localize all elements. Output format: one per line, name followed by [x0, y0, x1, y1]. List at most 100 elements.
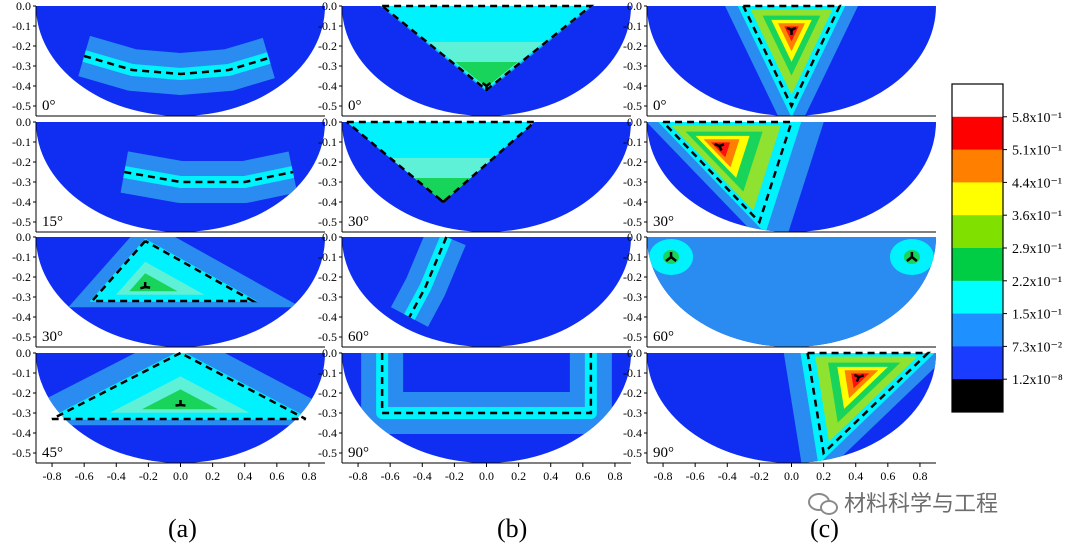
colorbar-label: 4.4x10⁻¹ [1012, 176, 1062, 191]
y-tick-label: -0.4 [623, 79, 642, 93]
y-tick-label: -0.3 [12, 290, 31, 304]
y-tick-label: -0.3 [318, 175, 337, 189]
x-tick-label: -0.6 [381, 469, 400, 483]
y-tick-label: -0.5 [623, 99, 642, 113]
angle-label: 30° [653, 214, 674, 230]
colorbar-swatch [952, 84, 1003, 118]
angle-label: 45° [42, 445, 63, 461]
colorbar-label: 2.9x10⁻¹ [1012, 242, 1062, 257]
y-tick-label: -0.1 [12, 366, 31, 380]
y-tick-label: 0.0 [16, 115, 31, 129]
y-tick-label: -0.3 [623, 290, 642, 304]
x-tick-label: 0.8 [912, 469, 927, 483]
y-tick-label: -0.2 [623, 155, 642, 169]
panel-b-3: 0.0 -0.1 -0.2 -0.3 -0.4 -0.5 -0.8 -0.6 -0.4 -0.2 0… [318, 346, 631, 483]
y-tick-label: -0.3 [318, 406, 337, 420]
y-tick-label: -0.4 [623, 310, 642, 324]
y-tick-label: -0.4 [318, 195, 337, 209]
y-tick-label: -0.4 [318, 310, 337, 324]
x-tick-label: 0.4 [237, 469, 252, 483]
x-tick-label: 0.0 [479, 469, 494, 483]
colorbar-swatch [952, 280, 1003, 315]
y-tick-label: -0.5 [318, 330, 337, 344]
angle-label: 60° [653, 329, 674, 345]
y-tick-label: -0.4 [623, 426, 642, 440]
colorbar-label: 1.5x10⁻¹ [1012, 308, 1062, 323]
colorbar-label: 5.1x10⁻¹ [1012, 144, 1062, 159]
y-tick-label: -0.2 [318, 155, 337, 169]
colorbar-swatch [952, 149, 1003, 183]
y-tick-label: -0.5 [12, 99, 31, 113]
y-tick-label: -0.3 [12, 59, 31, 73]
x-tick-label: 0.8 [301, 469, 316, 483]
colorbar-swatch [952, 248, 1003, 282]
x-tick-label: 0.6 [269, 469, 284, 483]
y-tick-label: -0.2 [318, 386, 337, 400]
panel-letter-b: (b) [497, 514, 528, 543]
watermark: 材料科学与工程 [808, 486, 998, 518]
y-tick-label: -0.5 [623, 215, 642, 229]
x-tick-label: -0.6 [686, 469, 705, 483]
x-tick-label: -0.6 [75, 469, 94, 483]
angle-label: 15° [42, 214, 63, 230]
x-tick-label: -0.2 [445, 469, 464, 483]
y-tick-label: -0.1 [623, 366, 642, 380]
x-tick-label: 0.0 [784, 469, 799, 483]
x-tick-label: -0.8 [654, 469, 673, 483]
y-tick-label: -0.1 [318, 19, 337, 33]
y-tick-label: 0.0 [627, 230, 642, 244]
colorbar-swatch [952, 182, 1003, 216]
x-tick-label: -0.4 [413, 469, 432, 483]
y-tick-label: -0.4 [318, 79, 337, 93]
y-tick-label: 0.0 [16, 230, 31, 244]
y-tick-label: 0.0 [16, 0, 31, 13]
y-tick-label: -0.1 [12, 250, 31, 264]
y-tick-label: 0.0 [627, 0, 642, 13]
y-tick-label: 0.0 [322, 230, 337, 244]
panel-a-2: 0.0 -0.1 -0.2 -0.3 -0.4 -0.5 30° [12, 230, 325, 348]
panel-b-1: 0.0 -0.1 -0.2 -0.3 -0.4 -0.5 30° [318, 115, 631, 233]
y-tick-label: -0.2 [623, 270, 642, 284]
x-tick-label: 0.4 [848, 469, 863, 483]
y-tick-label: -0.4 [12, 426, 31, 440]
x-tick-label: 0.8 [607, 469, 622, 483]
y-tick-label: 0.0 [322, 115, 337, 129]
y-tick-label: -0.3 [12, 406, 31, 420]
y-tick-label: -0.5 [12, 330, 31, 344]
domain-fill [342, 237, 631, 347]
y-tick-label: -0.1 [318, 366, 337, 380]
x-tick-label: -0.8 [43, 469, 62, 483]
y-tick-label: -0.4 [318, 426, 337, 440]
y-tick-label: 0.0 [627, 346, 642, 360]
colorbar-swatch [952, 116, 1003, 151]
y-tick-label: -0.2 [623, 386, 642, 400]
y-tick-label: 0.0 [627, 115, 642, 129]
y-tick-label: -0.2 [12, 155, 31, 169]
angle-label: 0° [42, 98, 56, 114]
panel-a-1: 0.0 -0.1 -0.2 -0.3 -0.4 -0.5 15° [12, 115, 325, 233]
angle-label: 30° [42, 329, 63, 345]
y-tick-label: -0.4 [623, 195, 642, 209]
x-tick-label: -0.2 [750, 469, 769, 483]
panel-b-0: 0.0 -0.1 -0.2 -0.3 -0.4 -0.5 0° [318, 0, 631, 117]
panel-a-0: 0.0 -0.1 -0.2 -0.3 -0.4 -0.5 0° [12, 0, 325, 117]
angle-label: 30° [348, 214, 369, 230]
watermark-text: 材料科学与工程 [844, 492, 999, 517]
panels-layer: 0.0 -0.1 -0.2 -0.3 -0.4 -0.5 0° 0.0 -0.1 -0.2 -0.3… [12, 0, 936, 483]
y-tick-label: -0.2 [12, 386, 31, 400]
y-tick-label: -0.3 [623, 175, 642, 189]
angle-label: 0° [348, 98, 362, 114]
panel-letter-c: (c) [810, 514, 839, 543]
y-tick-label: -0.2 [318, 270, 337, 284]
colorbar-swatch [952, 379, 1003, 413]
y-tick-label: -0.4 [12, 79, 31, 93]
colorbar: 5.8x10⁻¹ 5.1x10⁻¹ 4.4x10⁻¹ 3.6x10⁻¹ 2.9x10⁻¹… [951, 83, 1063, 413]
x-tick-label: -0.4 [107, 469, 126, 483]
x-tick-label: 0.2 [816, 469, 831, 483]
colorbar-label: 7.3x10⁻² [1012, 340, 1062, 355]
angle-label: 0° [653, 98, 667, 114]
colorbar-label: 1.2x10⁻⁸ [1012, 373, 1063, 388]
x-tick-label: -0.8 [349, 469, 368, 483]
y-tick-label: -0.1 [623, 250, 642, 264]
